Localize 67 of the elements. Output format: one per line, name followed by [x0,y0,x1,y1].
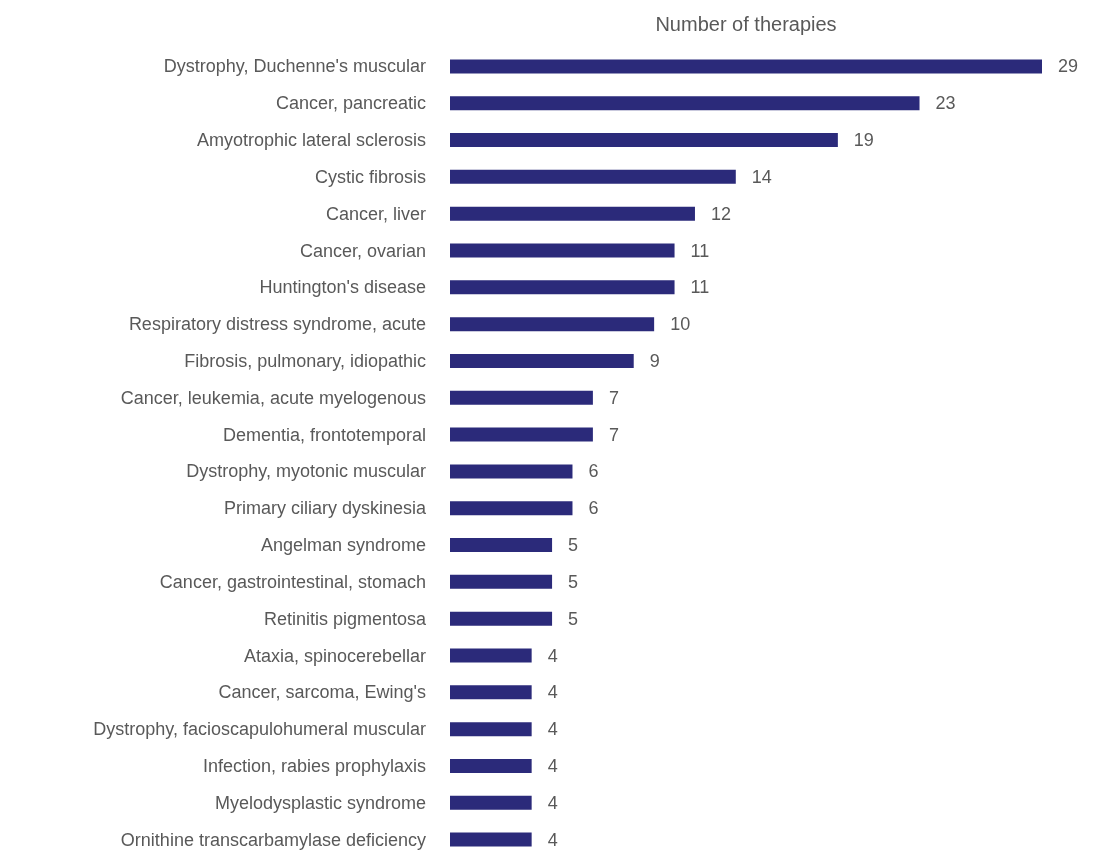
y-tick-label: Primary ciliary dyskinesia [223,498,427,519]
y-tick-label: Cancer, gastrointestinal, stomach [159,571,426,592]
data-label: 5 [568,608,579,629]
y-tick-label: Infection, rabies prophylaxis [202,755,426,776]
y-tick-label: Retinitis pigmentosa [263,608,427,629]
bar [450,538,553,553]
data-label: 5 [568,571,579,592]
bar [450,243,675,258]
bar [450,832,532,847]
y-tick-label: Fibrosis, pulmonary, idiopathic [184,350,426,371]
data-label: 4 [547,755,558,776]
y-tick-label: Myelodysplastic syndrome [214,792,426,813]
bar [450,169,736,184]
bar [450,353,634,368]
data-label: 10 [670,314,691,335]
y-tick-label: Amyotrophic lateral sclerosis [196,130,426,151]
data-label: 5 [568,535,579,556]
y-tick-label: Ataxia, spinocerebellar [243,645,426,666]
data-label: 12 [710,203,731,224]
bar [450,427,593,442]
data-label: 23 [935,93,956,114]
data-label: 4 [547,682,558,703]
y-tick-label: Respiratory distress syndrome, acute [128,314,426,335]
y-tick-label: Cancer, ovarian [299,240,426,261]
x-axis-title: Number of therapies [655,13,837,35]
data-label: 4 [547,829,558,850]
y-tick-label: Dystrophy, myotonic muscular [186,461,426,482]
bar [450,574,553,589]
bar [450,722,532,737]
data-label: 6 [588,461,599,482]
data-label: 7 [608,424,619,445]
y-tick-label: Cancer, sarcoma, Ewing's [218,682,426,703]
bar [450,96,920,111]
bar [450,795,532,810]
bar [450,611,553,626]
bar [450,390,593,405]
bar [450,280,675,295]
bar [450,133,838,148]
y-tick-label: Dystrophy, facioscapulohumeral muscular [93,719,426,740]
data-label: 4 [547,792,558,813]
bar [450,501,573,516]
data-label: 7 [608,387,619,408]
data-label: 19 [853,130,874,151]
y-tick-label: Ornithine transcarbamylase deficiency [120,829,426,850]
y-tick-label: Cancer, pancreatic [275,93,426,114]
bar [450,758,532,773]
data-label: 11 [690,240,710,261]
y-tick-label: Dementia, frontotemporal [222,424,426,445]
bar [450,206,695,221]
data-label: 11 [690,277,710,298]
data-label: 4 [547,645,558,666]
y-tick-label: Dystrophy, Duchenne's muscular [163,56,426,77]
bar [450,648,532,663]
data-label: 6 [588,498,599,519]
y-tick-label: Cancer, leukemia, acute myelogenous [120,387,426,408]
data-label: 4 [547,719,558,740]
data-label: 9 [649,350,660,371]
bar [450,685,532,700]
y-tick-label: Huntington's disease [259,277,426,298]
y-tick-label: Cancer, liver [325,203,426,224]
y-tick-label: Angelman syndrome [260,535,426,556]
y-tick-label: Cystic fibrosis [314,166,426,187]
bar [450,464,573,479]
data-label: 14 [751,166,772,187]
bar [450,59,1042,74]
data-label: 29 [1058,56,1079,77]
bar [450,317,655,332]
